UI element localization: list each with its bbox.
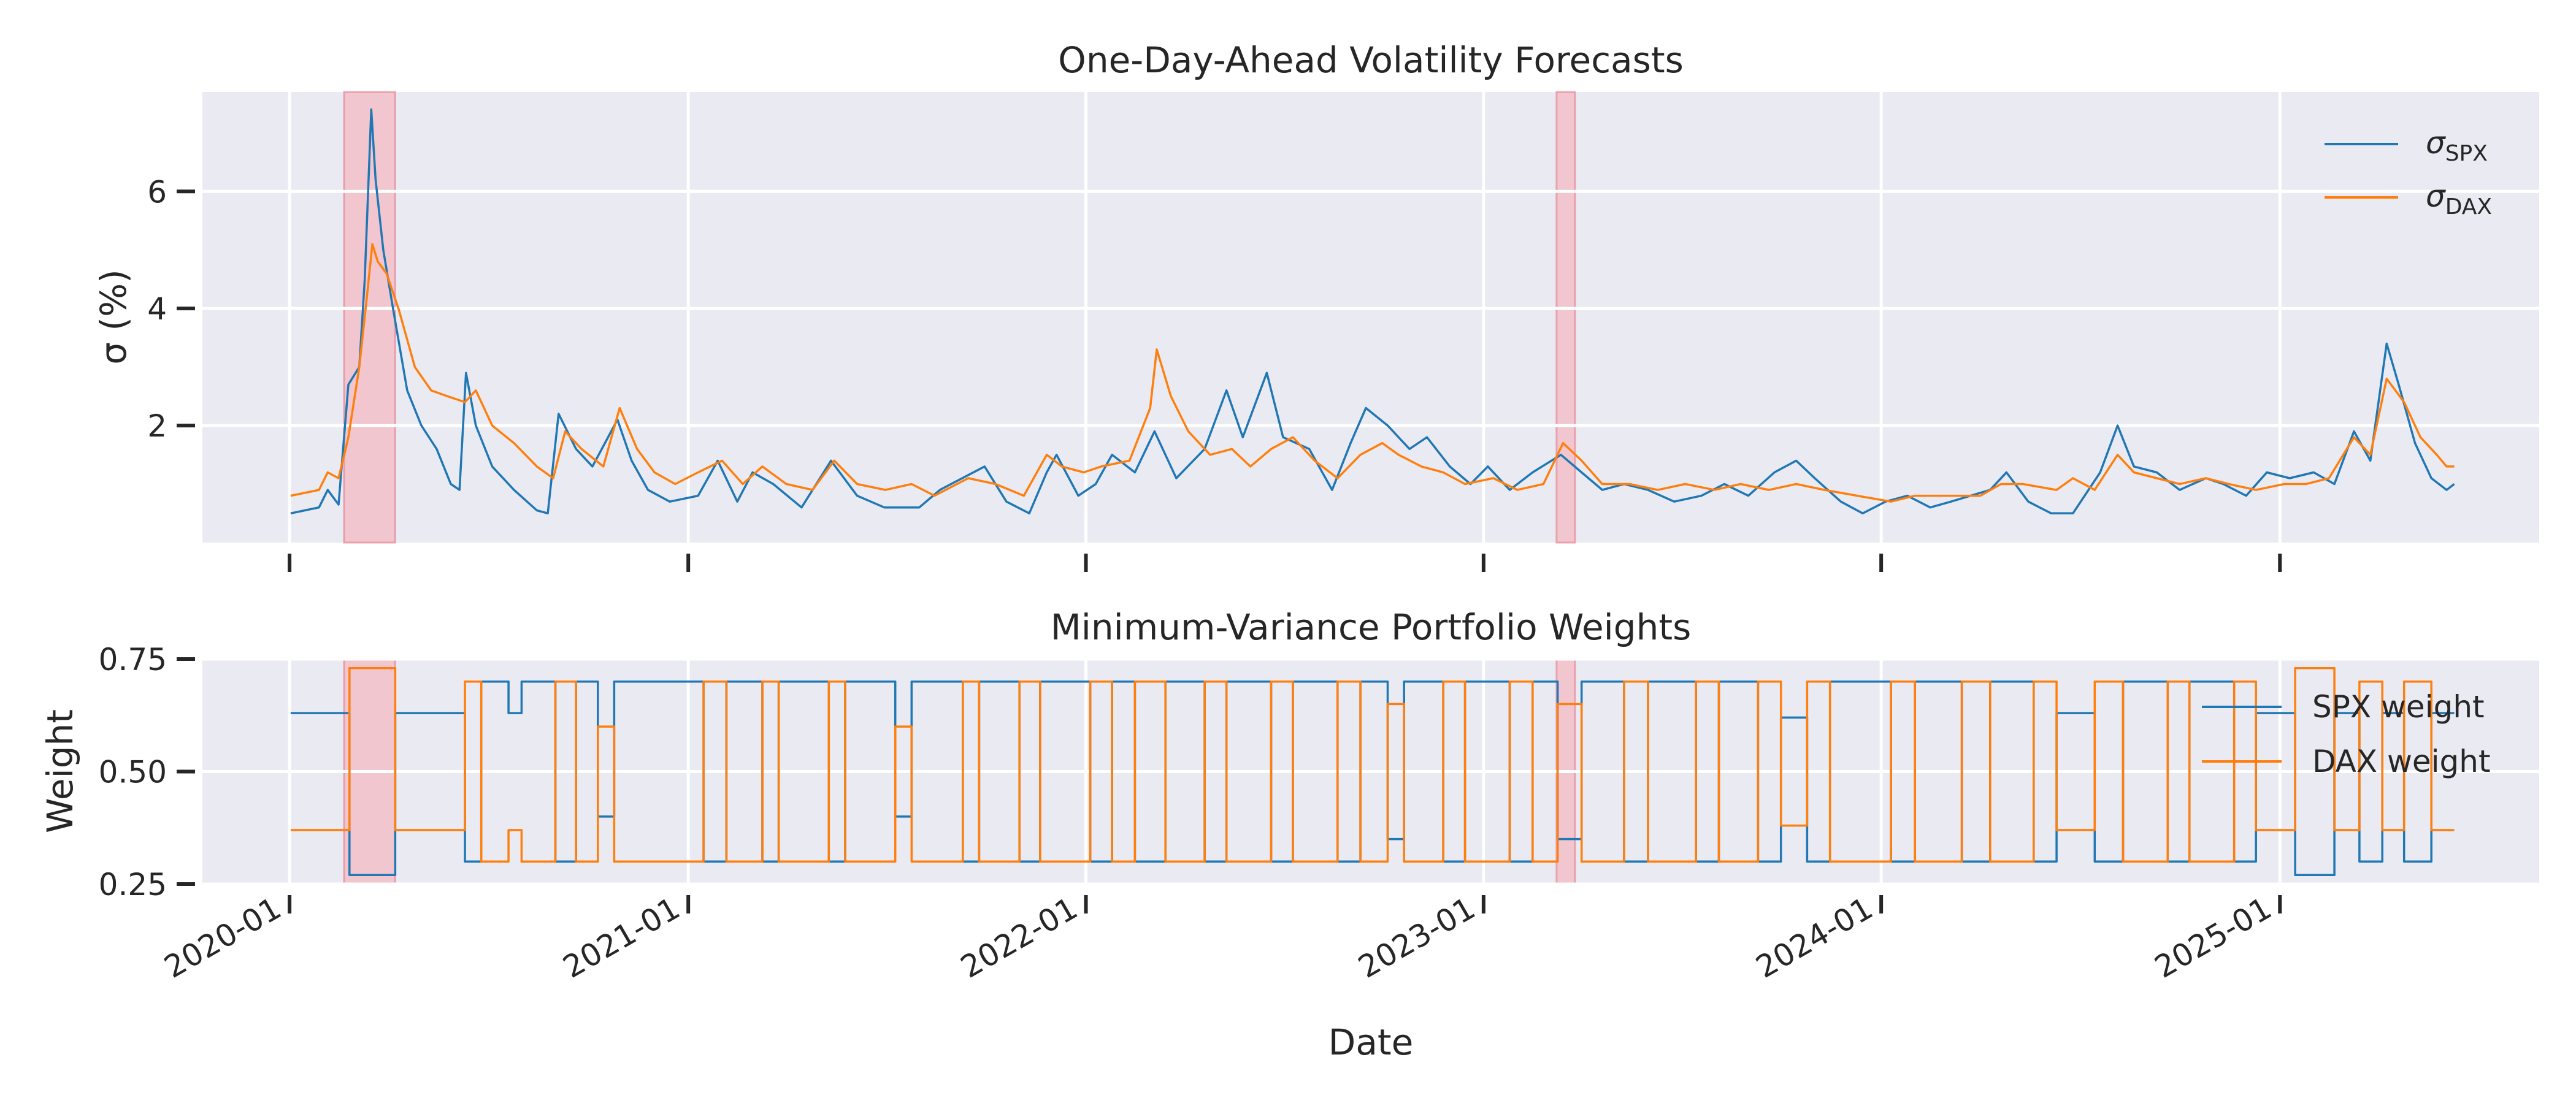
legend-spx-weight-label: SPX weight <box>2312 689 2485 725</box>
x-tick-label: 2021-01 <box>557 890 686 985</box>
weights-y-axis-label: Weight <box>39 709 81 833</box>
legend-dax-weight-label: DAX weight <box>2312 744 2491 779</box>
x-tick-label: 2020-01 <box>158 890 287 985</box>
legend-spx-label: σSPX <box>2426 125 2488 166</box>
y-tick-label: 0.75 <box>99 642 167 677</box>
legend-spx-subscript: SPX <box>2445 141 2488 166</box>
x-axis-label: Date <box>1328 1021 1414 1063</box>
legend-spx-symbol: σ <box>2426 125 2446 161</box>
legend-dax-symbol: σ <box>2426 178 2446 214</box>
series-line--spx <box>290 108 2455 515</box>
x-tick-label: 2025-01 <box>2149 890 2277 985</box>
weights-legend: SPX weight DAX weight <box>2202 689 2491 779</box>
x-tick-label: 2024-01 <box>1750 890 1879 985</box>
y-tick-label: 4 <box>147 291 167 327</box>
weights-panel: 0.25 0.50 0.75 Minimum-Variance Portfolio … <box>39 606 2539 913</box>
volatility-plot-area <box>202 92 2539 543</box>
volatility-legend: σSPX σDAX <box>2325 125 2492 219</box>
volatility-y-axis-label: σ (%) <box>93 269 134 365</box>
y-tick-label: 2 <box>147 408 167 444</box>
volatility-panel: 2 4 6 One-Day-Ahead Volatility Forecasts σ… <box>93 39 2539 572</box>
legend-dax-subscript: DAX <box>2445 194 2492 219</box>
y-tick-label: 0.50 <box>99 755 167 790</box>
series-line-dax-weight <box>290 666 2455 863</box>
weights-chart-title: Minimum-Variance Portfolio Weights <box>1051 606 1692 648</box>
legend-dax-label: σDAX <box>2426 178 2492 219</box>
y-tick-label: 0.25 <box>99 867 167 902</box>
shaded-period-2 <box>1555 91 1576 544</box>
series-line-spx-weight <box>290 680 2455 877</box>
volatility-chart-title: One-Day-Ahead Volatility Forecasts <box>1058 39 1684 81</box>
x-tick-label: 2022-01 <box>955 890 1084 985</box>
y-tick-label: 6 <box>147 174 167 210</box>
series-line--dax <box>290 243 2455 503</box>
x-tick-label: 2023-01 <box>1352 890 1481 985</box>
